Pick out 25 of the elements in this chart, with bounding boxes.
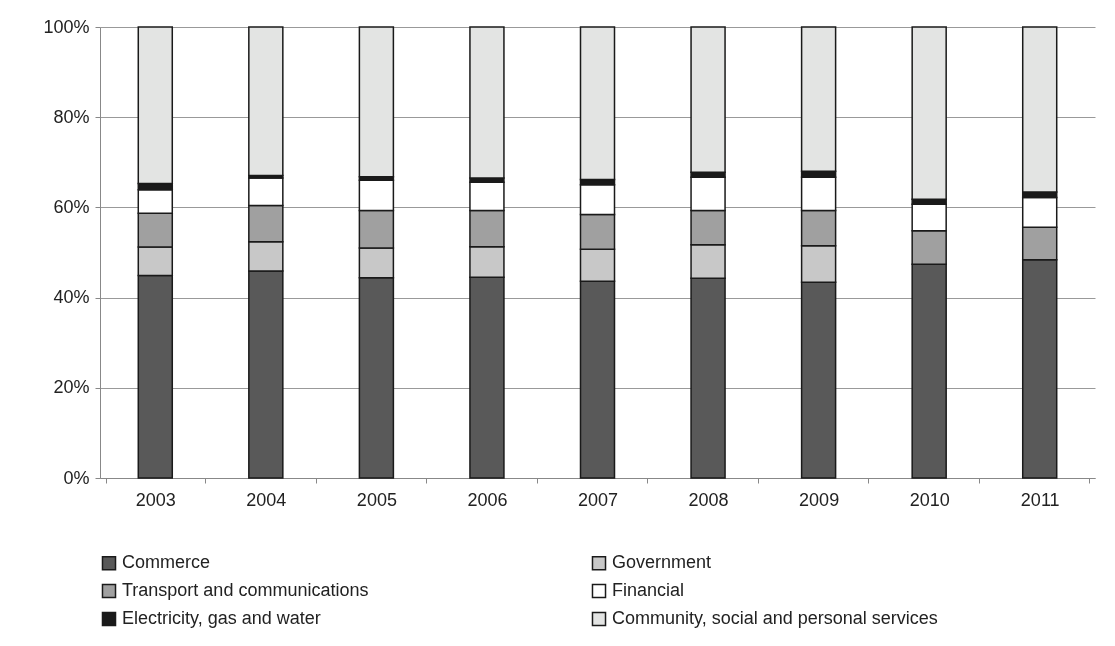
- x-tick-label: 2008: [688, 489, 729, 510]
- x-tick-label: 2009: [799, 489, 840, 510]
- bar: [248, 26, 284, 177]
- y-tick-label: 100%: [43, 16, 90, 37]
- y-tick-label: 60%: [53, 196, 90, 217]
- y-tick-label: 20%: [53, 377, 90, 398]
- bar: [469, 26, 505, 179]
- legend-label: Electricity, gas and water: [122, 608, 321, 628]
- y-tick-label: 0%: [63, 467, 90, 488]
- x-tick-label: 2010: [909, 489, 950, 510]
- x-tick-label: 2011: [1020, 489, 1060, 510]
- legend-label: Transport and communications: [122, 580, 369, 600]
- x-tick-label: 2005: [356, 489, 397, 510]
- y-tick-label: 80%: [53, 106, 90, 127]
- y-tick-label: 40%: [53, 287, 90, 308]
- legend-label: Commerce: [122, 552, 211, 573]
- legend-label: Community, social and personal services: [612, 608, 938, 628]
- bar: [358, 26, 395, 178]
- x-tick-label: 2004: [246, 489, 287, 510]
- x-tick-label: 2007: [577, 489, 619, 510]
- x-tick-label: 2006: [467, 489, 508, 510]
- legend-label: Government: [612, 552, 712, 573]
- legend-label: Financial: [612, 580, 685, 600]
- bar: [911, 26, 947, 201]
- x-tick-label: 2003: [135, 489, 176, 510]
